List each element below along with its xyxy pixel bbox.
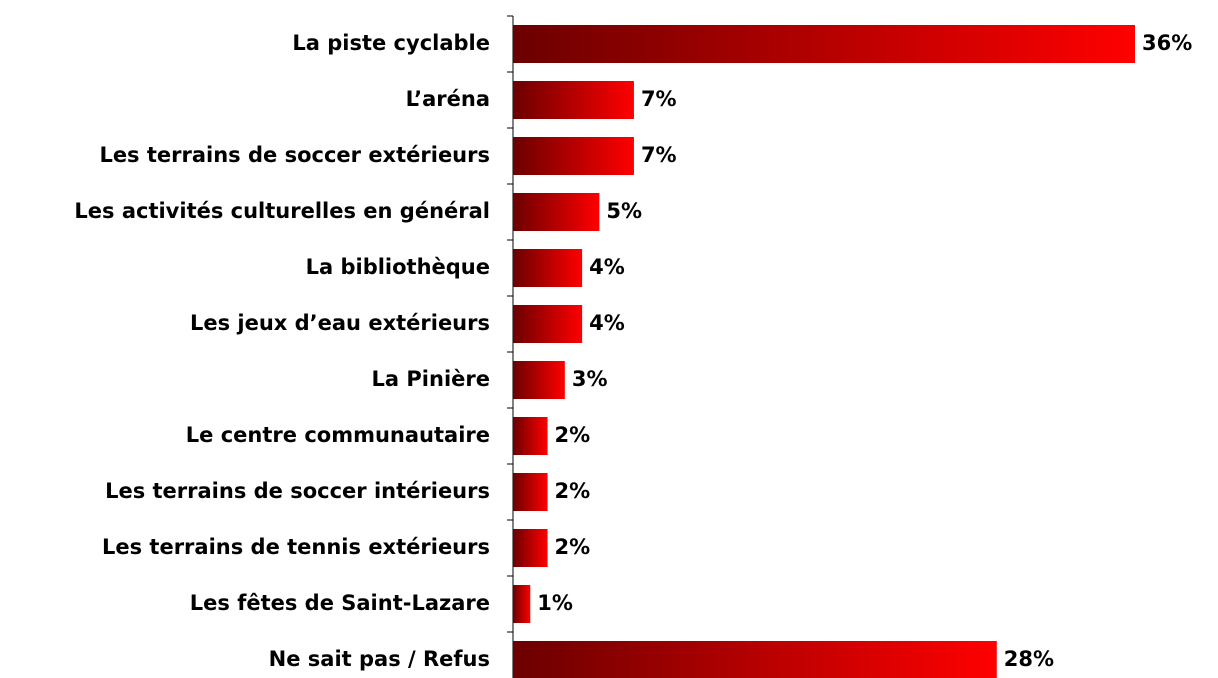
category-label: Les terrains de soccer extérieurs <box>99 143 490 167</box>
bar <box>513 585 531 623</box>
category-label: La piste cyclable <box>292 31 490 55</box>
value-label: 4% <box>589 311 625 335</box>
bar <box>513 641 997 678</box>
bar <box>513 305 583 343</box>
category-label: Les terrains de soccer intérieurs <box>105 479 490 503</box>
value-label: 36% <box>1142 31 1192 55</box>
category-label: La Pinière <box>372 367 490 391</box>
category-label: Le centre communautaire <box>186 423 490 447</box>
value-label: 1% <box>537 591 573 615</box>
bar <box>513 137 634 175</box>
bar <box>513 81 634 119</box>
bar <box>513 417 548 455</box>
bar <box>513 473 548 511</box>
value-label: 2% <box>555 535 591 559</box>
value-label: 2% <box>555 423 591 447</box>
value-label: 7% <box>641 87 677 111</box>
category-label: Les jeux d’eau extérieurs <box>190 311 490 335</box>
value-label: 28% <box>1004 647 1054 671</box>
value-label: 2% <box>555 479 591 503</box>
category-label: Les terrains de tennis extérieurs <box>102 535 490 559</box>
bar <box>513 361 565 399</box>
bar <box>513 25 1135 63</box>
bar <box>513 249 583 287</box>
value-label: 3% <box>572 367 608 391</box>
category-label: Ne sait pas / Refus <box>269 647 490 671</box>
value-label: 7% <box>641 143 677 167</box>
category-label: La bibliothèque <box>306 255 490 279</box>
category-label: L’aréna <box>406 87 490 111</box>
value-label: 4% <box>589 255 625 279</box>
bar <box>513 193 600 231</box>
value-label: 5% <box>606 199 642 223</box>
bar <box>513 529 548 567</box>
category-label: Les fêtes de Saint-Lazare <box>190 591 490 615</box>
category-label: Les activités culturelles en général <box>74 199 490 223</box>
